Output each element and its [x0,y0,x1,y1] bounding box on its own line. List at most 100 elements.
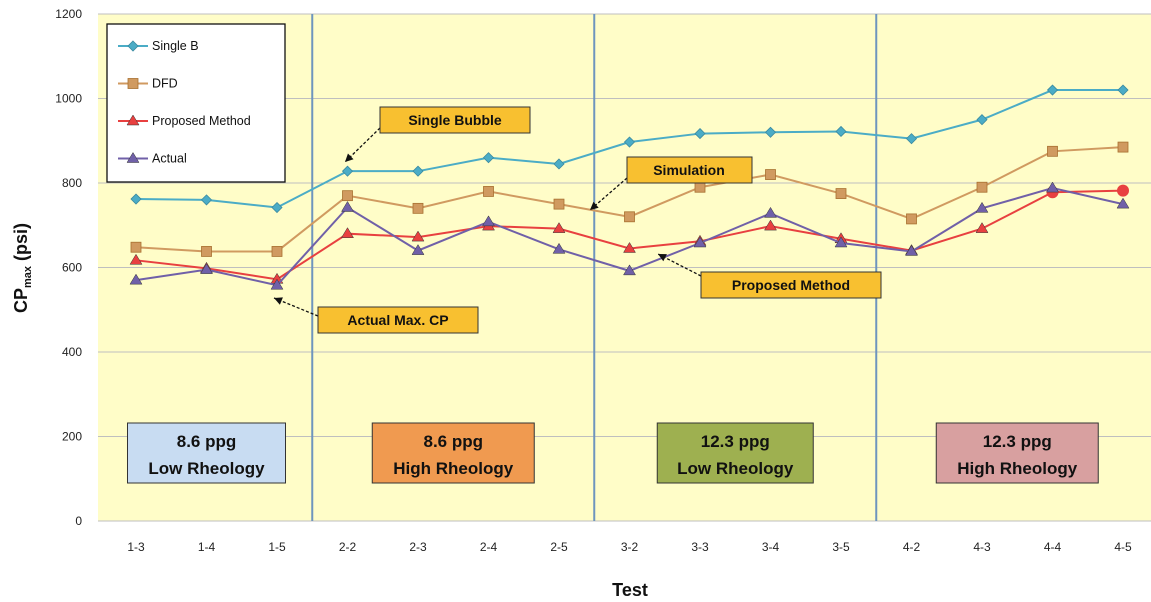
callout-label: Actual Max. CP [347,312,448,328]
data-point [694,128,706,140]
data-point [201,246,212,257]
data-point [271,201,283,214]
legend-label: Actual [152,152,187,166]
data-point [482,152,495,164]
callout-box [626,156,753,184]
legend-item: DFD [118,77,178,91]
group-label: 8.6 ppg Low Rheology [127,422,286,484]
data-point [129,273,143,285]
x-tick-label: 2-3 [409,540,427,554]
data-point [552,242,566,254]
data-point [976,181,988,193]
data-point [905,133,918,145]
group-label-line1: 12.3 ppg [983,432,1052,451]
data-point [906,213,917,225]
x-tick-label: 3-3 [691,540,709,554]
series-dfd [130,141,1129,257]
callout-arrow-line [657,253,702,277]
x-tick-label: 2-4 [480,540,498,554]
callout-arrow-head [590,201,599,210]
data-point [835,125,847,138]
callout: Actual Max. CP [273,297,479,334]
data-point [764,126,777,138]
data-point [412,202,424,214]
data-point [905,244,918,256]
data-point [270,278,284,290]
legend-item: Actual [118,152,187,166]
x-tick-label: 4-4 [1044,540,1062,554]
data-point [200,263,213,274]
x-tick-label: 4-5 [1114,540,1132,554]
group-label-box [656,422,814,484]
y-axis-title-main: CP [11,288,31,313]
callout-arrow-head [658,254,667,262]
data-point [623,136,636,148]
series-single-b [130,84,1129,214]
legend: Single B DFD Proposed Method Actual [106,23,286,183]
data-series [129,84,1130,290]
data-point [1117,184,1129,197]
data-point [1047,145,1058,157]
group-label-line1: 8.6 ppg [423,432,483,451]
data-point [411,244,425,255]
callout-arrow-head [274,297,283,305]
data-point [623,242,636,253]
x-tick-label: 3-2 [621,540,639,554]
series-actual [129,181,1130,290]
callout: Simulation [589,156,753,211]
callout: Single Bubble [344,106,531,163]
legend-item: Single B [118,39,199,53]
group-label-line2: Low Rheology [148,459,265,478]
x-tick-label: 1-4 [198,540,216,554]
data-point [129,253,143,265]
data-point [976,114,988,126]
callout-label: Simulation [653,162,725,178]
data-point [693,236,707,248]
group-label-box [127,422,286,484]
callout-label: Single Bubble [408,112,502,128]
x-axis-title: Test [612,580,648,600]
x-tick-label: 1-5 [268,540,286,554]
legend-box [106,23,286,183]
y-tick-label: 600 [62,261,82,275]
group-label-line2: High Rheology [393,459,513,478]
y-axis-title-unit: (psi) [11,223,31,266]
y-tick-label: 1000 [55,92,82,106]
data-point [975,201,989,213]
y-axis-ticks: 0 200 400 600 800 1000 1200 [55,7,82,528]
data-point [482,215,495,227]
data-point [483,186,494,197]
data-point [552,222,566,233]
data-point [764,219,777,231]
legend-marker [127,40,139,52]
callout-arrow-line [589,177,628,211]
group-label-line2: High Rheology [957,459,1077,478]
group-label: 12.3 ppg High Rheology [935,422,1099,484]
data-point [834,236,848,248]
data-point [553,158,565,170]
legend-label: Single B [152,39,199,53]
data-point [694,181,706,193]
y-tick-label: 800 [62,176,82,190]
legend-label: DFD [152,77,178,91]
x-tick-label: 3-4 [762,540,780,554]
data-point [835,188,847,199]
callout-annotations: Single Bubble Simulation Proposed Method Ac… [273,106,882,334]
group-label-box [371,422,535,484]
data-point [1046,84,1059,96]
data-point [765,169,776,180]
y-axis-title: CPmax (psi) [11,223,34,313]
x-tick-label: 2-5 [550,540,568,554]
data-point [200,194,213,206]
data-point [130,193,142,205]
data-point [341,227,354,238]
y-axis-title-subscript: max [22,265,34,288]
data-point [342,190,353,202]
data-point [411,230,425,242]
x-tick-label: 2-2 [339,540,357,554]
group-label-line2: Low Rheology [677,459,794,478]
data-point [271,246,283,257]
group-label-line1: 12.3 ppg [701,432,770,451]
